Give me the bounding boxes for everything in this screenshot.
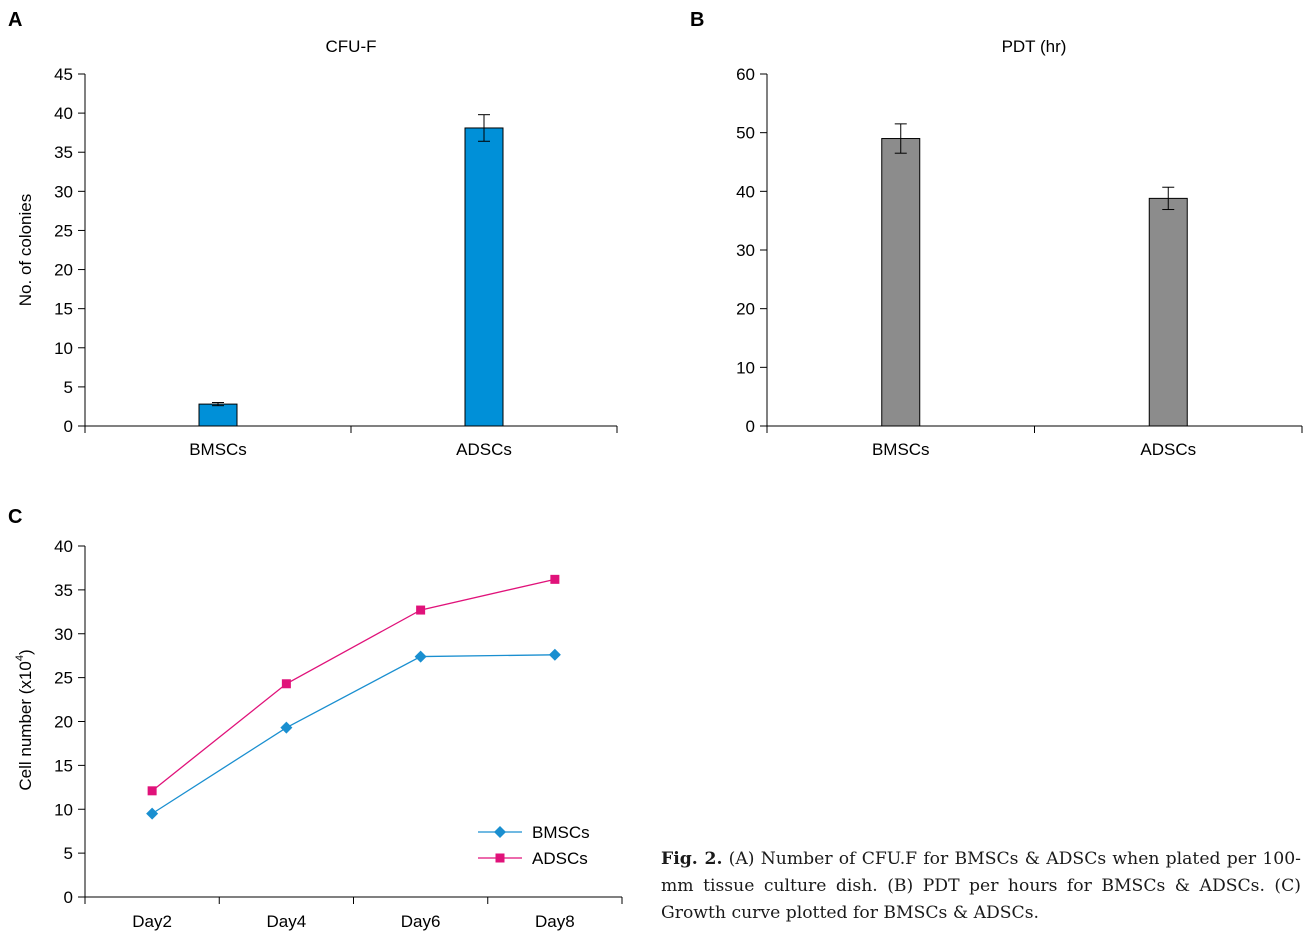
chart-c-point-adscs-day8	[550, 574, 560, 584]
chart-c-point-adscs-day2	[147, 786, 157, 796]
chart-b: 0 10 20 30 40 50 60 BMSCs ADSCs	[736, 65, 1303, 459]
chart-c-legend-marker-bmscs	[494, 826, 506, 838]
chart-a-y-tick-label-0: 0	[64, 417, 73, 436]
chart-a-y-tick-label-2: 10	[54, 339, 73, 358]
chart-c-x-label-day4: Day4	[267, 912, 307, 931]
chart-b-y-tick-label-5: 50	[736, 124, 755, 143]
chart-a-y-tick-label-4: 20	[54, 261, 73, 280]
chart-a-y-tick-label-9: 45	[54, 65, 73, 84]
chart-a: 0 5 10 15 20 25 30 35 40 45 BMSCs ADSCs	[54, 65, 618, 459]
chart-c-ylabel-end: )	[16, 649, 35, 655]
chart-c-ylabel: Cell number (x104)	[14, 649, 35, 790]
chart-c-y-tick-label-3: 15	[54, 756, 73, 775]
figure-caption: Fig. 2. (A) Number of CFU.F for BMSCs & …	[661, 846, 1301, 927]
chart-a-x-label-bmscs: BMSCs	[189, 440, 247, 459]
chart-b-title: PDT (hr)	[1002, 37, 1067, 56]
chart-b-bar-adscs	[1148, 197, 1188, 427]
chart-b-y-tick-label-0: 0	[746, 417, 755, 436]
chart-c-legend-marker-adscs	[495, 853, 505, 863]
chart-a-x-label-adscs: ADSCs	[456, 440, 512, 459]
chart-c-y-tick-label-6: 30	[54, 625, 73, 644]
chart-a-y-tick-label-7: 35	[54, 143, 73, 162]
panel-label-b: B	[690, 9, 704, 31]
chart-c-point-bmscs-day6	[414, 650, 427, 663]
caption-text: (A) Number of CFU.F for BMSCs & ADSCs wh…	[661, 849, 1301, 923]
chart-a-title: CFU-F	[326, 37, 377, 56]
chart-a-ylabel: No. of colonies	[16, 194, 35, 306]
chart-c-y-tick-label-0: 0	[64, 888, 73, 907]
chart-a-bar-adscs	[464, 127, 504, 427]
chart-c-line-bmscs	[151, 654, 555, 815]
chart-b-x-label-bmscs: BMSCs	[872, 440, 930, 459]
panel-label-a: A	[8, 9, 22, 31]
chart-a-y-tick-label-5: 25	[54, 221, 73, 240]
chart-c-x-label-day8: Day8	[535, 912, 575, 931]
chart-a-bar-bmscs	[198, 403, 238, 427]
chart-c-y-tick-label-1: 5	[64, 844, 73, 863]
chart-c-point-bmscs-day4	[280, 721, 293, 734]
chart-c-point-adscs-day6	[416, 605, 426, 615]
chart-b-y-tick-label-4: 40	[736, 182, 755, 201]
chart-c-legend-label-adscs: ADSCs	[532, 849, 588, 868]
chart-c-point-adscs-day4	[281, 679, 291, 689]
chart-a-y-tick-label-1: 5	[64, 378, 73, 397]
chart-b-y-tick-label-3: 30	[736, 241, 755, 260]
panel-label-c: C	[8, 506, 22, 528]
chart-b-bar-bmscs	[881, 138, 921, 427]
chart-b-y-tick-label-2: 20	[736, 300, 755, 319]
caption-prefix: Fig. 2.	[661, 849, 723, 869]
chart-c-legend-label-bmscs: BMSCs	[532, 823, 590, 842]
chart-b-y-tick-label-6: 60	[736, 65, 755, 84]
chart-c-y-tick-label-4: 20	[54, 713, 73, 732]
chart-b-y-tick-label-1: 10	[736, 358, 755, 377]
chart-c-y-tick-label-2: 10	[54, 800, 73, 819]
chart-a-y-tick-label-8: 40	[54, 104, 73, 123]
chart-c-y-tick-label-7: 35	[54, 581, 73, 600]
chart-c-point-bmscs-day2	[146, 807, 159, 820]
chart-c-ylabel-sup: 4	[14, 655, 26, 661]
chart-c-x-label-day2: Day2	[132, 912, 172, 931]
chart-c-ylabel-main: Cell number (x10	[16, 661, 35, 790]
chart-c-y-tick-label-5: 25	[54, 669, 73, 688]
chart-b-x-label-adscs: ADSCs	[1140, 440, 1196, 459]
chart-c: 0 5 10 15 20 25 30 35 40 Day2 Day4 Day6 Day8 BMSCs ADS…	[54, 537, 623, 931]
chart-c-point-bmscs-day8	[548, 648, 561, 661]
chart-a-y-tick-label-6: 30	[54, 182, 73, 201]
chart-a-y-tick-label-3: 15	[54, 300, 73, 319]
chart-c-y-tick-label-8: 40	[54, 537, 73, 556]
chart-c-x-label-day6: Day6	[401, 912, 441, 931]
chart-c-line-adscs	[151, 578, 556, 792]
